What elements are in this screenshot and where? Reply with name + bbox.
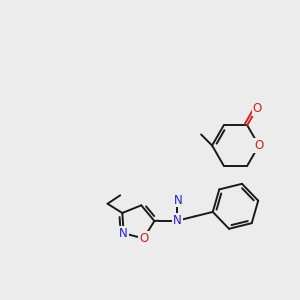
Text: N: N [173,214,182,227]
Text: O: O [253,102,262,115]
Text: O: O [254,139,263,152]
Text: O: O [139,232,148,245]
Text: N: N [119,227,128,240]
Text: N: N [173,194,182,206]
